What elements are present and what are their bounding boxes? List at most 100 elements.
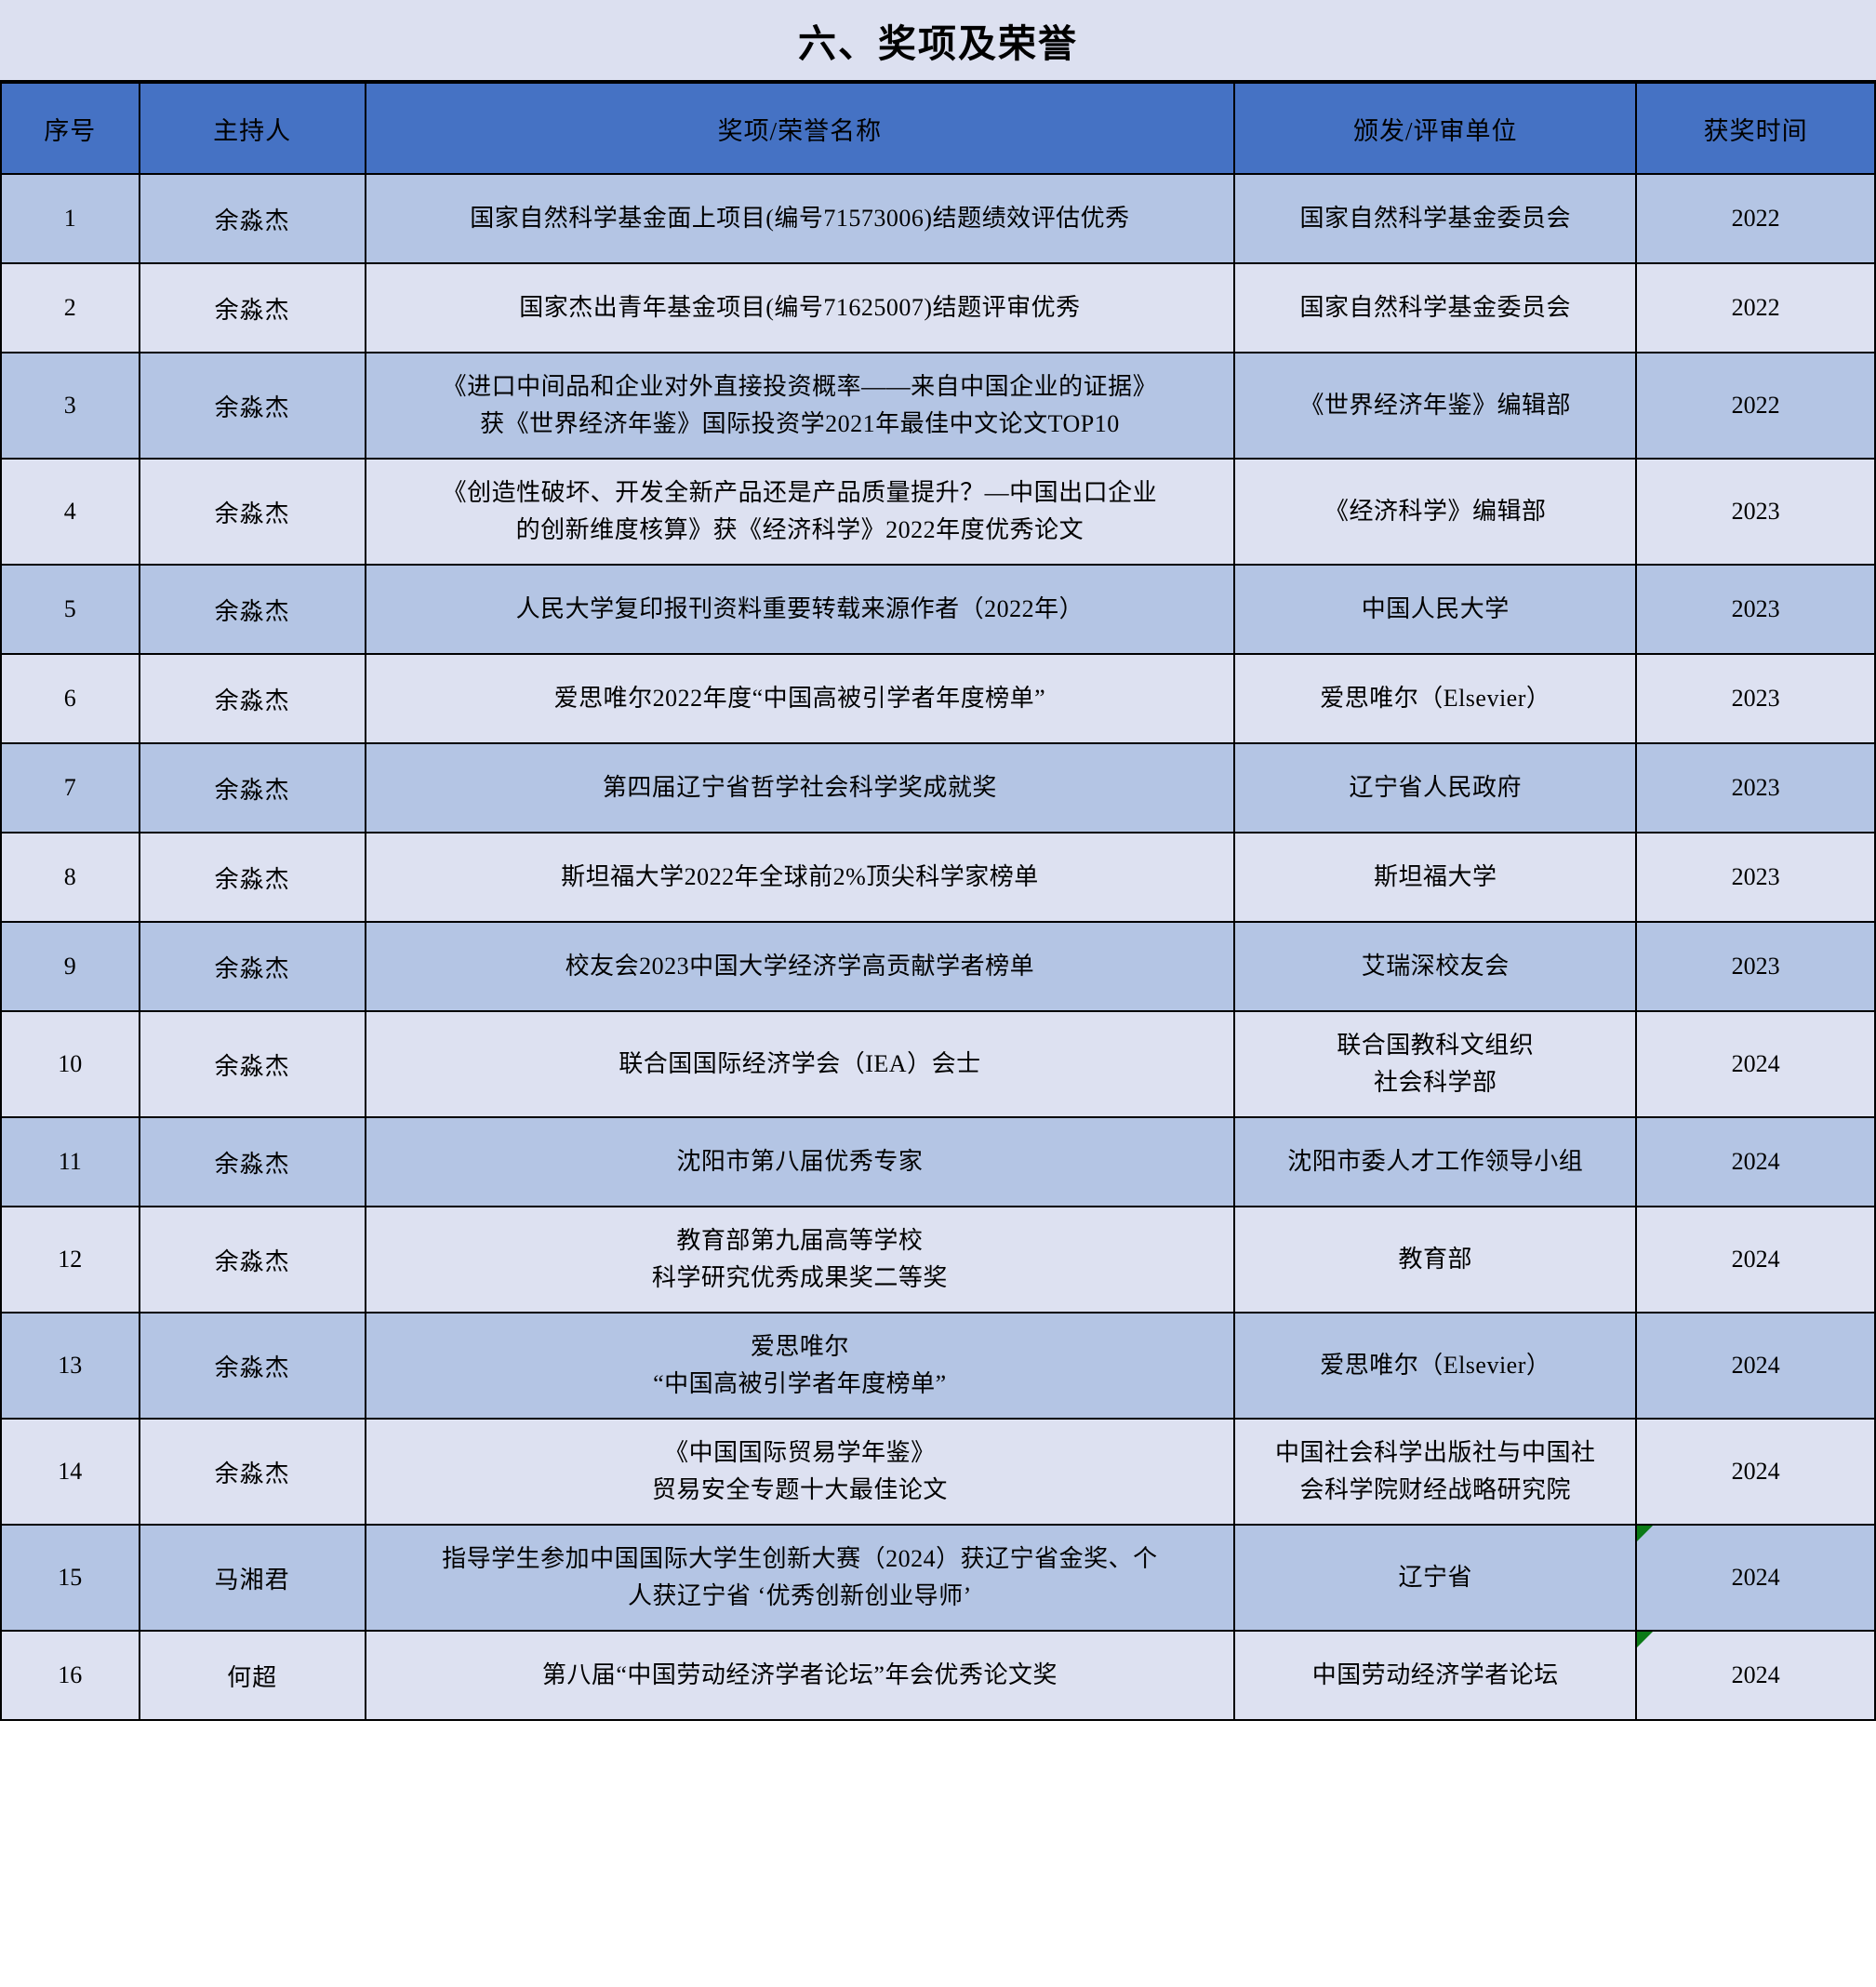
cell-award-year: 2023 xyxy=(1635,458,1876,566)
cell-org-line: 中国劳动经济学者论坛 xyxy=(1311,1661,1559,1689)
cell-award-line: 国家自然科学基金面上项目(编号71573006)结题绩效评估优秀 xyxy=(470,205,1130,233)
cell-award-name: 教育部第九届高等学校 科学研究优秀成果奖二等奖 xyxy=(364,1206,1236,1314)
cell-award-year: 2024 xyxy=(1635,1312,1876,1420)
column-header-index: 序号 xyxy=(0,82,140,175)
cell-issuing-org: 中国人民大学 xyxy=(1233,564,1638,655)
cell-award-name: 沈阳市第八届优秀专家 xyxy=(364,1116,1236,1207)
cell-award-line: 的创新维度核算》获《经济科学》2022年度优秀论文 xyxy=(515,516,1084,543)
table-row: 15 马湘君 指导学生参加中国国际大学生创新大赛（2024）获辽宁省金奖、个 人获辽宁… xyxy=(0,1524,1876,1632)
table-row: 7 余淼杰 第四届辽宁省哲学社会科学奖成就奖 辽宁省人民政府 2023 xyxy=(0,742,1876,833)
cell-award-name: 国家杰出青年基金项目(编号71625007)结题评审优秀 xyxy=(364,262,1236,353)
table-row: 8 余淼杰 斯坦福大学2022年全球前2%顶尖科学家榜单 斯坦福大学 2023 xyxy=(0,832,1876,923)
cell-host: 余淼杰 xyxy=(138,653,366,744)
cell-award-line: 人民大学复印报刊资料重要转载来源作者（2022年） xyxy=(515,595,1084,623)
cell-award-name: 第八届“中国劳动经济学者论坛”年会优秀论文奖 xyxy=(364,1630,1236,1721)
table-header-row: 序号 主持人 奖项/荣誉名称 颁发/评审单位 获奖时间 xyxy=(0,82,1876,175)
cell-host: 余淼杰 xyxy=(138,1206,366,1314)
cell-org-line: 爱思唯尔（Elsevier） xyxy=(1320,1352,1551,1380)
column-header-year: 获奖时间 xyxy=(1635,82,1876,175)
table-row: 16 何超 第八届“中国劳动经济学者论坛”年会优秀论文奖 中国劳动经济学者论坛 2024 xyxy=(0,1630,1876,1721)
table-row: 11 余淼杰 沈阳市第八届优秀专家 沈阳市委人才工作领导小组 2024 xyxy=(0,1116,1876,1207)
cell-issuing-org: 联合国教科文组织 社会科学部 xyxy=(1233,1010,1638,1118)
cell-host: 余淼杰 xyxy=(138,1116,366,1207)
table-header: 序号 主持人 奖项/荣誉名称 颁发/评审单位 获奖时间 xyxy=(0,82,1876,175)
cell-index: 1 xyxy=(0,173,140,264)
cell-host: 余淼杰 xyxy=(138,1312,366,1420)
cell-award-year: 2024 xyxy=(1635,1524,1876,1632)
cell-index: 13 xyxy=(0,1312,140,1420)
cell-issuing-org: 《经济科学》编辑部 xyxy=(1233,458,1638,566)
cell-index: 3 xyxy=(0,352,140,460)
cell-award-line: 教育部第九届高等学校 xyxy=(676,1227,924,1255)
table-row: 3 余淼杰 《进口中间品和企业对外直接投资概率——来自中国企业的证据》 获《世界经济年… xyxy=(0,352,1876,460)
cell-award-name: 《中国国际贸易学年鉴》 贸易安全专题十大最佳论文 xyxy=(364,1418,1236,1526)
awards-table: 序号 主持人 奖项/荣誉名称 颁发/评审单位 获奖时间 1 余淼杰 国家自然科学基金… xyxy=(0,82,1876,1721)
cell-index: 6 xyxy=(0,653,140,744)
cell-award-year-text: 2022 xyxy=(1731,392,1780,419)
cell-org-line: 辽宁省 xyxy=(1398,1564,1473,1592)
cell-index: 16 xyxy=(0,1630,140,1721)
cell-host: 余淼杰 xyxy=(138,352,366,460)
cell-award-year: 2022 xyxy=(1635,352,1876,460)
cell-award-line: 校友会2023中国大学经济学高贡献学者榜单 xyxy=(565,953,1035,980)
cell-host: 余淼杰 xyxy=(138,1418,366,1526)
cell-award-line: 贸易安全专题十大最佳论文 xyxy=(651,1476,948,1503)
cell-award-year-text: 2024 xyxy=(1731,1050,1780,1077)
cell-award-year: 2024 xyxy=(1635,1418,1876,1526)
cell-award-year-text: 2023 xyxy=(1731,953,1780,980)
cell-award-line: 第四届辽宁省哲学社会科学奖成就奖 xyxy=(602,774,997,802)
cell-award-line: 沈阳市第八届优秀专家 xyxy=(676,1148,924,1176)
cell-award-year-text: 2024 xyxy=(1731,1246,1780,1273)
cell-issuing-org: 沈阳市委人才工作领导小组 xyxy=(1233,1116,1638,1207)
cell-award-year: 2024 xyxy=(1635,1116,1876,1207)
table-row: 5 余淼杰 人民大学复印报刊资料重要转载来源作者（2022年） 中国人民大学 2023 xyxy=(0,564,1876,655)
cell-award-name: 校友会2023中国大学经济学高贡献学者榜单 xyxy=(364,921,1236,1012)
cell-host: 余淼杰 xyxy=(138,1010,366,1118)
cell-org-line: 中国人民大学 xyxy=(1361,595,1510,623)
cell-org-line: 艾瑞深校友会 xyxy=(1361,953,1510,980)
cell-issuing-org: 中国社会科学出版社与中国社 会科学院财经战略研究院 xyxy=(1233,1418,1638,1526)
cell-issuing-org: 辽宁省人民政府 xyxy=(1233,742,1638,833)
cell-award-name: 斯坦福大学2022年全球前2%顶尖科学家榜单 xyxy=(364,832,1236,923)
cell-issuing-org: 教育部 xyxy=(1233,1206,1638,1314)
cell-issuing-org: 辽宁省 xyxy=(1233,1524,1638,1632)
cell-award-year-text: 2023 xyxy=(1731,863,1780,890)
cell-award-year: 2023 xyxy=(1635,832,1876,923)
cell-issuing-org: 《世界经济年鉴》编辑部 xyxy=(1233,352,1638,460)
table-row: 14 余淼杰 《中国国际贸易学年鉴》 贸易安全专题十大最佳论文 中国社会科学出版社与中国… xyxy=(0,1418,1876,1526)
column-header-org: 颁发/评审单位 xyxy=(1233,82,1638,175)
table-row: 6 余淼杰 爱思唯尔2022年度“中国高被引学者年度榜单” 爱思唯尔（Elsevier… xyxy=(0,653,1876,744)
table-row: 12 余淼杰 教育部第九届高等学校 科学研究优秀成果奖二等奖 教育部 2024 xyxy=(0,1206,1876,1314)
cell-award-name: 指导学生参加中国国际大学生创新大赛（2024）获辽宁省金奖、个 人获辽宁省 ‘优秀… xyxy=(364,1524,1236,1632)
cell-issuing-org: 中国劳动经济学者论坛 xyxy=(1233,1630,1638,1721)
cell-award-year: 2022 xyxy=(1635,262,1876,353)
cell-org-line: 《世界经济年鉴》编辑部 xyxy=(1299,392,1572,420)
table-row: 1 余淼杰 国家自然科学基金面上项目(编号71573006)结题绩效评估优秀 国家自然… xyxy=(0,173,1876,264)
cell-award-line: 指导学生参加中国国际大学生创新大赛（2024）获辽宁省金奖、个 xyxy=(442,1545,1158,1573)
cell-index: 4 xyxy=(0,458,140,566)
cell-award-name: 《进口中间品和企业对外直接投资概率——来自中国企业的证据》 获《世界经济年鉴》国际… xyxy=(364,352,1236,460)
cell-award-year: 2023 xyxy=(1635,742,1876,833)
cell-issuing-org: 国家自然科学基金委员会 xyxy=(1233,262,1638,353)
cell-host: 余淼杰 xyxy=(138,832,366,923)
cell-index: 2 xyxy=(0,262,140,353)
cell-award-line: 《创造性破坏、开发全新产品还是产品质量提升？—中国出口企业 xyxy=(442,479,1158,507)
table-row: 9 余淼杰 校友会2023中国大学经济学高贡献学者榜单 艾瑞深校友会 2023 xyxy=(0,921,1876,1012)
cell-index: 15 xyxy=(0,1524,140,1632)
section-title-band: 六、奖项及荣誉 xyxy=(0,0,1876,82)
cell-issuing-org: 爱思唯尔（Elsevier） xyxy=(1233,1312,1638,1420)
cell-index: 11 xyxy=(0,1116,140,1207)
cell-index: 14 xyxy=(0,1418,140,1526)
cell-index: 10 xyxy=(0,1010,140,1118)
cell-index: 5 xyxy=(0,564,140,655)
column-header-host: 主持人 xyxy=(138,82,366,175)
cell-award-year-text: 2024 xyxy=(1731,1564,1780,1591)
cell-award-line: 《进口中间品和企业对外直接投资概率——来自中国企业的证据》 xyxy=(442,373,1158,401)
cell-award-line: 《中国国际贸易学年鉴》 xyxy=(664,1439,936,1467)
page-title: 六、奖项及荣誉 xyxy=(798,22,1078,65)
cell-org-line: 社会科学部 xyxy=(1374,1069,1497,1096)
cell-award-line: 获《世界经济年鉴》国际投资学2021年最佳中文论文TOP10 xyxy=(480,410,1120,437)
cell-issuing-org: 艾瑞深校友会 xyxy=(1233,921,1638,1012)
cell-award-line: “中国高被引学者年度榜单” xyxy=(653,1370,947,1397)
cell-award-year: 2024 xyxy=(1635,1206,1876,1314)
